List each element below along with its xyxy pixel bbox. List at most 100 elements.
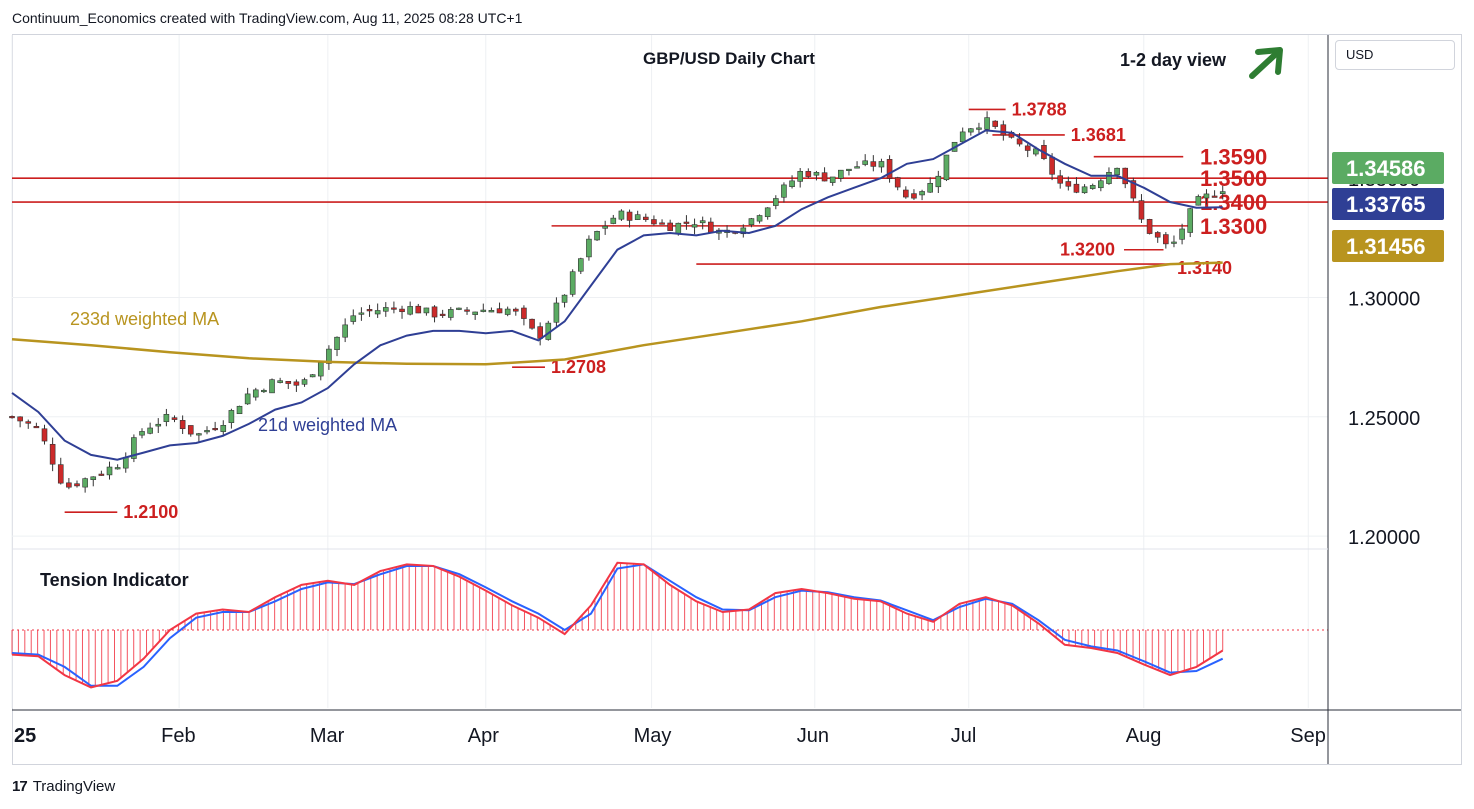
candle-body (984, 117, 990, 130)
candle-body (683, 221, 690, 224)
candle-body (1122, 167, 1129, 185)
candle-body (878, 161, 885, 168)
candle-body (25, 421, 32, 424)
candle-body (1049, 156, 1055, 175)
currency-button[interactable]: USD (1335, 40, 1455, 70)
candle-body (854, 166, 860, 169)
candle-body (781, 184, 787, 198)
candle-body (561, 294, 568, 303)
ma21-label: 21d weighted MA (258, 415, 397, 435)
candle-body (1195, 196, 1202, 206)
candle-body (903, 189, 909, 198)
candle-body (326, 348, 332, 364)
candle-body (1106, 171, 1112, 184)
price-badge-label: 1.33765 (1346, 192, 1426, 217)
candle-body (699, 220, 706, 224)
candle-body (943, 154, 950, 181)
candle-body (838, 169, 844, 179)
candle-body (220, 425, 227, 432)
price-badge-label: 1.34586 (1346, 156, 1426, 181)
candle-body (521, 307, 527, 319)
candle-body (813, 172, 820, 176)
candle-body (1179, 228, 1185, 240)
candle-body (894, 177, 901, 188)
candle-body (49, 443, 56, 465)
candle-body (33, 426, 40, 429)
candle-body (155, 423, 162, 427)
candle-body (480, 309, 487, 312)
candle-body (1000, 124, 1007, 136)
candle-body (415, 305, 422, 314)
candle-body (1065, 181, 1072, 187)
candle-body (334, 336, 340, 350)
candle-body (586, 238, 592, 258)
level-label: 1.3300 (1200, 214, 1267, 239)
candle-body (1098, 180, 1104, 189)
candle-body (618, 210, 625, 220)
moving-averages (11, 129, 1223, 461)
price-badge (1332, 230, 1444, 262)
level-label: 1.3500 (1200, 166, 1267, 191)
candle-body (196, 433, 202, 436)
candle-body (1130, 180, 1137, 199)
level-label: 1.3140 (1177, 258, 1232, 278)
candle-body (171, 417, 178, 420)
candle-body (66, 482, 72, 488)
candle-body (74, 483, 80, 487)
candle-body (447, 309, 454, 318)
indicator-slow-line (11, 563, 1224, 687)
candle-body (634, 214, 641, 220)
x-tick-label: Sep (1290, 725, 1326, 747)
candle-body (529, 318, 535, 329)
candle-body (651, 219, 657, 225)
x-tick-label: Jul (951, 725, 977, 747)
footer: 17 TradingView (12, 778, 115, 795)
x-tick-label: Apr (468, 725, 499, 747)
y-tick-label: 1.20000 (1348, 527, 1420, 549)
level-label: 1.3590 (1200, 145, 1267, 170)
candle-body (1138, 200, 1145, 220)
level-label: 1.3400 (1200, 190, 1267, 215)
candle-body (610, 217, 617, 224)
candle-body (1163, 234, 1169, 245)
candle-body (911, 193, 917, 199)
axes: 1.200001.250001.300001.3500025FebMarAprM… (12, 35, 1461, 764)
candle-body (764, 207, 771, 218)
level-label: 1.2100 (123, 502, 178, 522)
level-label: 1.3200 (1060, 240, 1115, 260)
level-label: 1.2708 (551, 357, 606, 377)
candle-body (163, 413, 170, 422)
candle-body (1024, 145, 1031, 151)
x-tick-label: Mar (310, 725, 345, 747)
grid (11, 35, 1328, 708)
candle-body (391, 307, 397, 310)
candle-body (821, 172, 828, 182)
tension-indicator-pane (11, 561, 1328, 689)
candle-body (17, 416, 23, 422)
indicator-fast-line (11, 561, 1224, 689)
candle-body (659, 222, 665, 225)
candle-body (374, 310, 381, 315)
chart-title: GBP/USD Daily Chart (643, 49, 815, 68)
candle-body (773, 198, 779, 206)
candle-body (862, 160, 868, 165)
candle-body (456, 307, 462, 310)
candle-body (1146, 219, 1153, 234)
price-badge-label: 1.31456 (1346, 234, 1426, 259)
candle-body (1089, 185, 1096, 189)
candle-body (252, 389, 259, 398)
candle-body (496, 308, 503, 314)
indicator-label: Tension Indicator (40, 570, 189, 590)
candle-body (1073, 183, 1080, 193)
candle-body (317, 362, 324, 377)
candle-body (358, 312, 365, 315)
candle-body (342, 324, 348, 338)
candles (9, 111, 1226, 493)
y-tick-label: 1.30000 (1348, 288, 1420, 310)
candle-body (805, 171, 812, 177)
candle-body (1154, 232, 1161, 238)
candle-body (797, 171, 803, 182)
candle-body (959, 131, 966, 143)
candle-body (57, 464, 64, 484)
